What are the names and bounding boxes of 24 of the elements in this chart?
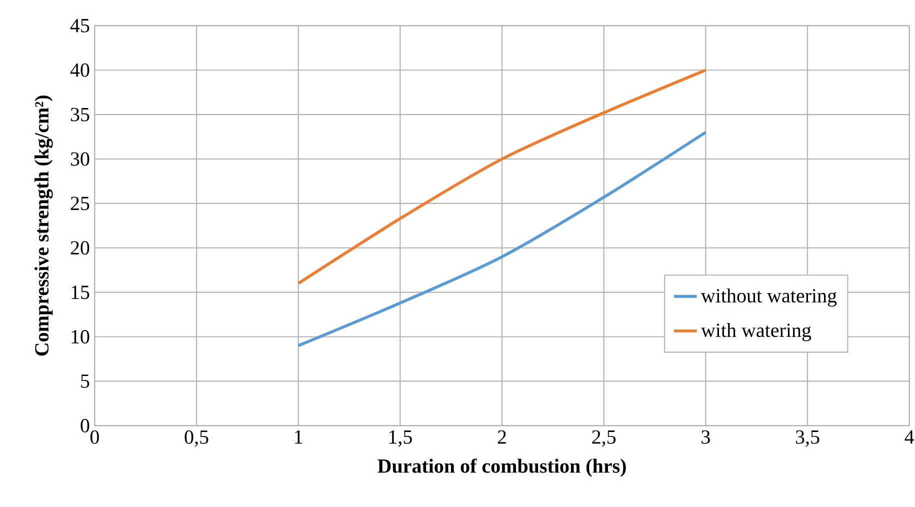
y-tick-label: 40	[70, 63, 90, 77]
legend-label: without watering	[700, 288, 837, 307]
x-tick-label: 2	[498, 430, 506, 444]
y-tick-label: 5	[81, 374, 90, 388]
x-tick-label: 2,5	[592, 430, 616, 447]
x-tick-label: 3,5	[796, 430, 820, 447]
x-axis-title: Duration of combustion (hrs)	[378, 458, 626, 477]
y-tick-label: 25	[70, 196, 90, 210]
y-tick-label: 15	[72, 286, 90, 300]
x-tick-label: 1,5	[389, 430, 412, 447]
y-tick-label: 35	[70, 108, 90, 122]
x-tick-label: 1	[295, 430, 302, 444]
y-axis-title: Compressive strength (kg/cm²)	[34, 96, 53, 356]
y-tick-label: 0	[80, 418, 90, 432]
y-tick-label: 30	[70, 152, 90, 166]
y-tick-label: 10	[72, 330, 90, 344]
legend-label: with watering	[700, 323, 812, 342]
y-tick-label: 20	[70, 241, 90, 255]
x-tick-label: 3	[702, 430, 710, 444]
line-series	[296, 68, 708, 285]
x-tick-label: 0,5	[184, 430, 208, 447]
x-tick-label: 4	[904, 430, 914, 444]
y-tick-label: 45	[70, 19, 90, 32]
x-tick-label: 0	[90, 430, 99, 444]
